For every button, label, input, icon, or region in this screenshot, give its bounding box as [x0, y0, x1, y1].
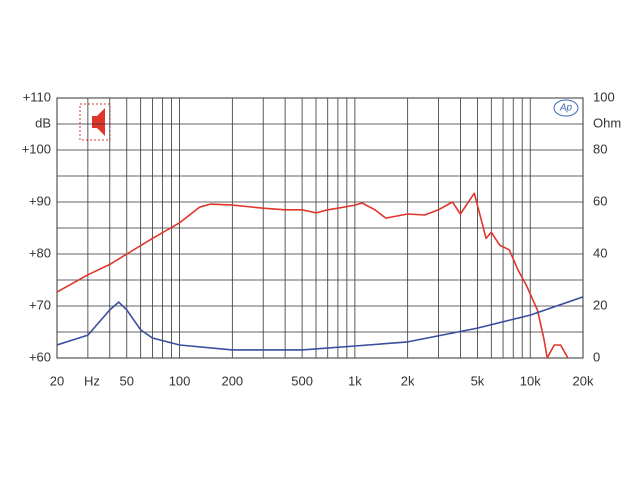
x-tick-label: 200: [221, 373, 243, 388]
x-tick-label: 10k: [520, 373, 541, 388]
x-axis-label: Hz: [84, 373, 100, 388]
y2-tick-label: 20: [593, 297, 607, 312]
y-tick-label: +60: [29, 349, 51, 364]
x-tick-label: 20k: [573, 373, 594, 388]
y-tick-label: +70: [29, 297, 51, 312]
y-tick-label: +90: [29, 193, 51, 208]
x-tick-label: 500: [291, 373, 313, 388]
x-tick-label: 5k: [471, 373, 485, 388]
y2-axis-label: Ohm: [593, 115, 621, 130]
plot-area: [57, 192, 583, 358]
series-line: [57, 296, 583, 351]
plot-border: [56, 97, 584, 359]
y-tick-label: +100: [22, 141, 51, 156]
y2-tick-label: 80: [593, 141, 607, 156]
series-line: [57, 192, 569, 358]
y2-tick-label: 0: [593, 349, 600, 364]
y-axis-label: dB: [35, 115, 51, 130]
x-tick-label: 20: [50, 373, 64, 388]
x-tick-label: 50: [120, 373, 134, 388]
ap-logo: Ap: [553, 99, 579, 117]
x-tick-label: 2k: [401, 373, 415, 388]
x-tick-label: 1k: [348, 373, 362, 388]
svg-text:Ap: Ap: [559, 103, 573, 114]
y-tick-label: +80: [29, 245, 51, 260]
y-tick-label: +110: [23, 89, 51, 104]
y2-tick-label: 40: [593, 245, 607, 260]
x-tick-label: 100: [169, 373, 191, 388]
speaker-icon: [79, 103, 111, 141]
y2-tick-label: 60: [593, 193, 607, 208]
y2-tick-label: 100: [593, 89, 615, 104]
